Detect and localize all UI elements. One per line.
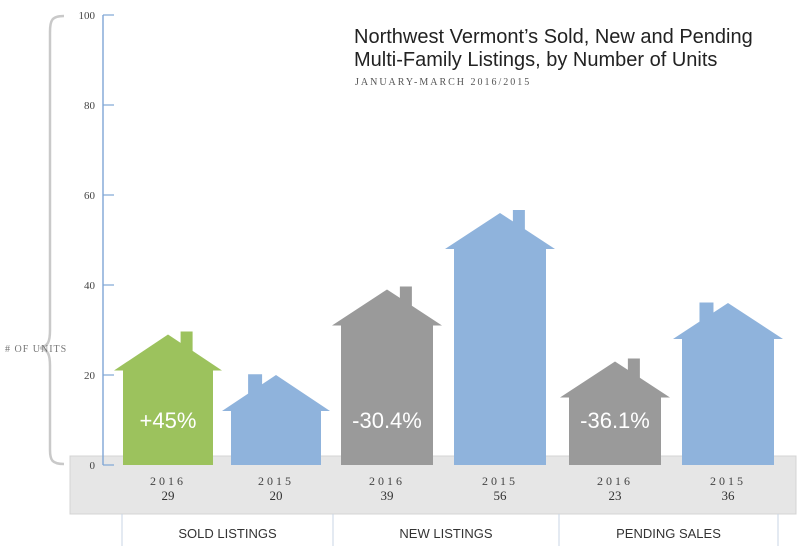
bar-value-label: 39: [381, 488, 394, 503]
chart-title-line-2: Multi-Family Listings, by Number of Unit…: [354, 49, 718, 71]
bars: [114, 210, 783, 465]
y-axis-label: # OF UNITS: [5, 344, 67, 355]
bar-new-listings-2016: [332, 286, 442, 465]
bar-year-label: 2015: [710, 474, 746, 488]
y-tick-label: 20: [84, 370, 96, 382]
y-tick-label: 60: [84, 190, 96, 202]
bar-percent-label: -30.4%: [352, 408, 422, 433]
bar-value-label: 36: [722, 488, 736, 503]
y-axis-bracket: [39, 14, 65, 466]
bar-labels: +45%201629201520-30.4%201639201556-36.1%…: [140, 408, 746, 503]
bar-percent-label: +45%: [140, 408, 197, 433]
bar-year-label: 2016: [597, 474, 633, 488]
bar-year-label: 2015: [258, 474, 294, 488]
y-tick-label: 0: [90, 460, 96, 472]
y-tick-label: 80: [84, 100, 96, 112]
bracket-curve: [39, 14, 65, 466]
bar-pending-sales-2015: [673, 302, 783, 465]
bar-pending-sales-2016: [560, 358, 670, 465]
bar-percent-label: -36.1%: [580, 408, 650, 433]
bar-year-label: 2015: [482, 474, 518, 488]
bar-new-listings-2015: [445, 210, 555, 465]
bar-value-label: 56: [494, 488, 508, 503]
bar-value-label: 23: [609, 488, 622, 503]
bar-value-label: 20: [270, 488, 283, 503]
bar-sold-listings-2016: [114, 331, 222, 465]
x-axis-band: [69, 455, 797, 515]
bar-value-label: 29: [162, 488, 175, 503]
category-label: NEW LISTINGS: [399, 526, 493, 541]
bar-year-label: 2016: [369, 474, 405, 488]
chart-subtitle: JANUARY-MARCH 2016/2015: [355, 77, 532, 88]
category-labels: SOLD LISTINGS NEW LISTINGS PENDING SALES: [121, 514, 779, 546]
bar-sold-listings-2015: [222, 374, 330, 465]
category-label: PENDING SALES: [616, 526, 721, 541]
y-axis: 0 20 40 60 80 100: [79, 10, 114, 472]
category-label: SOLD LISTINGS: [178, 526, 277, 541]
bar-year-label: 2016: [150, 474, 186, 488]
y-tick-label: 100: [79, 10, 96, 22]
y-tick-label: 40: [84, 280, 96, 292]
chart-title-line-1: Northwest Vermont’s Sold, New and Pendin…: [354, 26, 753, 48]
